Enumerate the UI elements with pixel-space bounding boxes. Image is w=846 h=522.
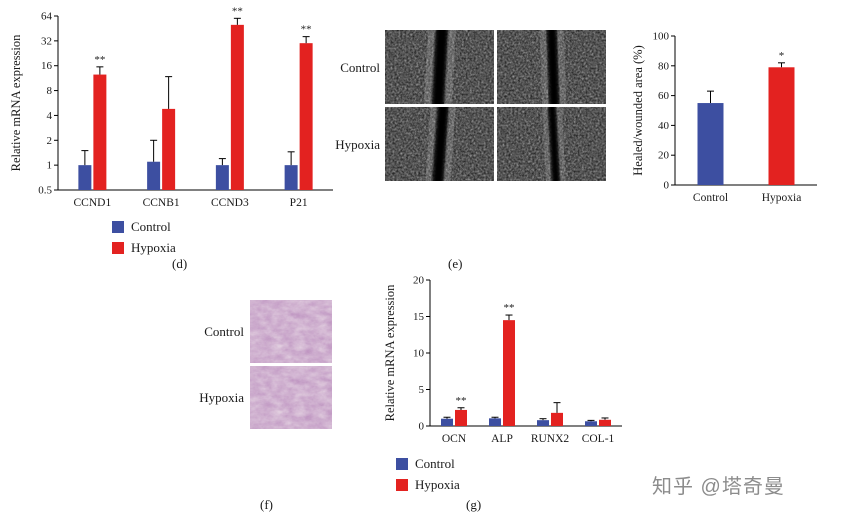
chart-g-svg: 0 5 10 15 20 Relative mRNA expression OCN ** ALP… bbox=[383, 275, 622, 445]
bar bbox=[489, 418, 501, 426]
y-tick-label: 2 bbox=[47, 135, 53, 147]
bar bbox=[441, 418, 453, 426]
wound-image-control-0h bbox=[385, 30, 494, 104]
legend-item-hypoxia: Hypoxia bbox=[396, 477, 460, 493]
significance-marker: ** bbox=[94, 54, 105, 66]
bar bbox=[93, 74, 107, 190]
bar bbox=[299, 43, 313, 191]
y-tick-label: 4 bbox=[47, 110, 53, 122]
bar bbox=[551, 412, 563, 426]
y-tick-label: 80 bbox=[658, 60, 670, 72]
wound-image-hypoxia-0h bbox=[385, 107, 494, 181]
y-axis-label: Healed/wounded area (%) bbox=[631, 45, 645, 176]
y-axis-label: Relative mRNA expression bbox=[9, 34, 23, 172]
chart-d-svg: 0.5 1 2 4 8 16 32 64 Relative mRNA expression CCN… bbox=[9, 5, 333, 209]
panel-label-g: (g) bbox=[466, 497, 482, 512]
bar bbox=[585, 421, 597, 426]
x-category-label: RUNX2 bbox=[531, 433, 570, 445]
chart-wound-healing-quant: 0 20 40 60 80 100 Healed/wounded area (%) Contr… bbox=[630, 22, 835, 222]
chart-cell-cycle-qpcr: 0.5 1 2 4 8 16 32 64 Relative mRNA expression CCN… bbox=[8, 2, 343, 225]
bar bbox=[215, 165, 229, 190]
bar bbox=[284, 165, 298, 190]
panel-e-row-label-control: Control bbox=[340, 60, 380, 75]
legend-panel-d: Control Hypoxia bbox=[112, 219, 176, 256]
x-category-label: Control bbox=[693, 192, 728, 204]
y-tick-label: 0 bbox=[664, 180, 670, 192]
y-axis-label: Relative mRNA expression bbox=[383, 284, 397, 422]
y-tick-label: 1 bbox=[47, 160, 53, 172]
y-tick-label: 8 bbox=[47, 85, 53, 97]
y-tick-label: 64 bbox=[41, 11, 53, 23]
x-category-label: ALP bbox=[491, 433, 513, 445]
bar bbox=[78, 165, 92, 190]
y-tick-label: 20 bbox=[658, 150, 670, 162]
legend-label-control: Control bbox=[131, 219, 171, 234]
y-tick-label: 0.5 bbox=[38, 185, 52, 197]
wound-healing-image-grid bbox=[385, 30, 606, 181]
panel-label-f: (f) bbox=[260, 497, 273, 512]
bar bbox=[697, 103, 724, 185]
bar bbox=[455, 409, 467, 426]
x-category-label: CCNB1 bbox=[143, 197, 180, 209]
legend-panel-g: Control Hypoxia bbox=[396, 456, 460, 493]
x-category-label: Hypoxia bbox=[762, 192, 802, 204]
y-tick-label: 5 bbox=[419, 384, 425, 396]
x-category-label: OCN bbox=[442, 433, 467, 445]
x-category-label: COL-1 bbox=[582, 433, 615, 445]
significance-marker: * bbox=[779, 50, 785, 62]
significance-marker: ** bbox=[456, 395, 467, 407]
y-tick-label: 32 bbox=[41, 35, 52, 47]
legend-item-hypoxia: Hypoxia bbox=[112, 240, 176, 256]
y-tick-label: 100 bbox=[653, 31, 670, 43]
bar bbox=[503, 320, 515, 426]
y-tick-label: 10 bbox=[413, 348, 425, 360]
legend-label-hypoxia: Hypoxia bbox=[131, 240, 176, 255]
x-category-label: CCND3 bbox=[211, 197, 249, 209]
bar bbox=[230, 24, 244, 190]
y-tick-label: 20 bbox=[413, 275, 425, 287]
control-color-swatch bbox=[396, 458, 408, 470]
panel-f-row-label-hypoxia: Hypoxia bbox=[199, 390, 244, 405]
cell-image-hypoxia bbox=[250, 366, 332, 429]
bar bbox=[147, 161, 161, 190]
wound-image-hypoxia-24h bbox=[497, 107, 606, 181]
bar bbox=[599, 419, 611, 426]
panel-f-row-label-control: Control bbox=[204, 324, 244, 339]
chart-osteogenic-qpcr: 0 5 10 15 20 Relative mRNA expression OCN ** ALP… bbox=[382, 268, 634, 463]
x-category-label: CCND1 bbox=[74, 197, 112, 209]
bar bbox=[768, 67, 795, 185]
y-tick-label: 60 bbox=[658, 90, 670, 102]
x-category-label: P21 bbox=[290, 197, 308, 209]
hypoxia-color-swatch bbox=[396, 479, 408, 491]
significance-marker: ** bbox=[504, 302, 515, 314]
hypoxia-color-swatch bbox=[112, 242, 124, 254]
legend-label-hypoxia: Hypoxia bbox=[415, 477, 460, 492]
significance-marker: ** bbox=[301, 24, 312, 36]
y-tick-label: 16 bbox=[41, 60, 53, 72]
panel-label-e: (e) bbox=[448, 256, 463, 271]
significance-marker: ** bbox=[232, 5, 243, 17]
y-tick-label: 15 bbox=[413, 311, 425, 323]
stained-cell-image-stack bbox=[250, 300, 332, 429]
wound-image-control-24h bbox=[497, 30, 606, 104]
panel-e-row-label-hypoxia: Hypoxia bbox=[335, 137, 380, 152]
bar bbox=[537, 420, 549, 426]
legend-item-control: Control bbox=[112, 219, 176, 235]
control-color-swatch bbox=[112, 221, 124, 233]
cell-image-control bbox=[250, 300, 332, 363]
zhihu-watermark: 知乎 @塔奇曼 bbox=[652, 476, 785, 498]
panel-label-d: (d) bbox=[172, 256, 188, 271]
legend-item-control: Control bbox=[396, 456, 460, 472]
y-tick-label: 0 bbox=[419, 421, 425, 433]
bar bbox=[162, 108, 176, 190]
y-tick-label: 40 bbox=[658, 120, 670, 132]
chart-e-svg: 0 20 40 60 80 100 Healed/wounded area (%) Contr… bbox=[631, 31, 817, 204]
legend-label-control: Control bbox=[415, 456, 455, 471]
